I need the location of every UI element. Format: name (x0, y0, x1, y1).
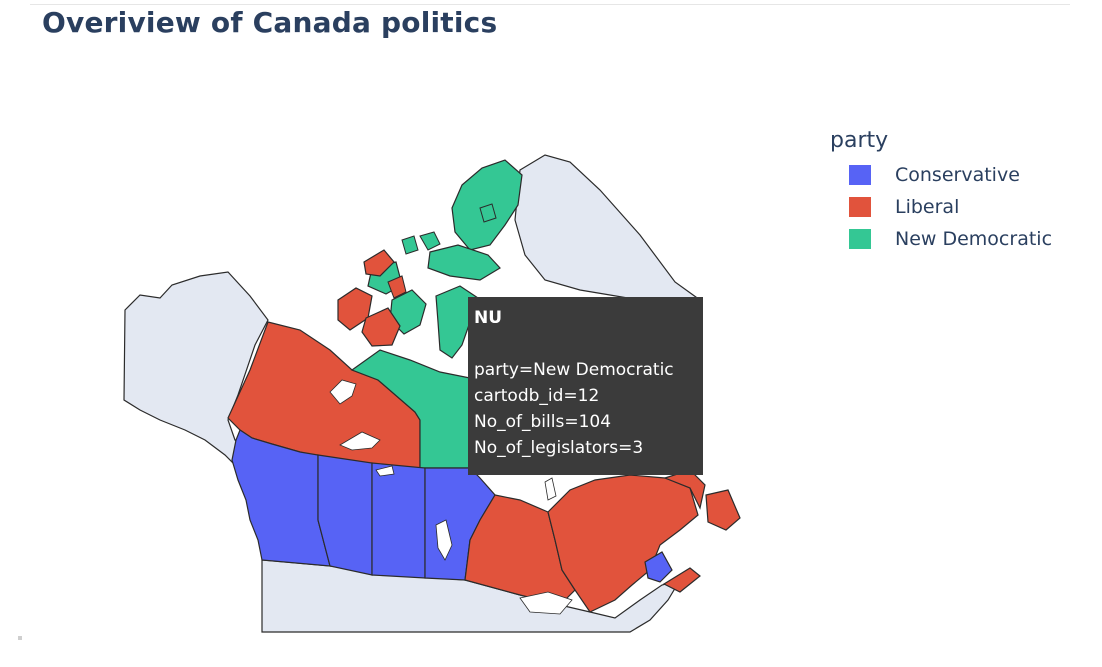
province-nl-island[interactable] (705, 489, 741, 531)
lake-winnipeg (435, 519, 453, 561)
great-bear-lake (329, 379, 357, 405)
province-ns[interactable] (662, 567, 701, 593)
nu-island-devon[interactable] (427, 244, 501, 281)
nu-island-small-1[interactable] (419, 231, 441, 251)
tooltip-line-bills: No_of_bills=104 (474, 412, 612, 432)
legend-label: Liberal (895, 196, 960, 218)
map-legend: party Conservative Liberal New Democrati… (830, 128, 1052, 255)
alaska-region (123, 271, 269, 471)
nu-island-baffin[interactable] (435, 285, 479, 359)
legend-item-liberal[interactable]: Liberal (830, 191, 1052, 223)
province-qc[interactable] (547, 474, 699, 613)
corner-mark (18, 636, 22, 640)
nt-island-melville[interactable] (363, 249, 395, 277)
legend-item-new-democratic[interactable]: New Democratic (830, 223, 1052, 255)
province-ab[interactable] (317, 454, 373, 576)
great-slave-lake (339, 431, 381, 451)
hover-tooltip: NU party=New Democratic cartodb_id=12 No… (468, 297, 703, 475)
tooltip-line-party: party=New Democratic (474, 360, 674, 380)
lake-athabasca (375, 465, 395, 477)
page-title: Overiview of Canada politics (42, 6, 498, 39)
legend-label: Conservative (895, 164, 1020, 186)
legend-swatch (849, 229, 871, 249)
province-sk[interactable] (371, 462, 426, 579)
hudson-bay-island (544, 477, 557, 501)
province-bc[interactable] (231, 429, 331, 567)
province-on[interactable] (464, 494, 576, 606)
legend-item-conservative[interactable]: Conservative (830, 159, 1052, 191)
nu-island-small-3[interactable] (479, 203, 497, 223)
nt-island-small[interactable] (387, 275, 407, 299)
great-lakes (519, 591, 573, 615)
greenland-region (514, 154, 701, 321)
province-nb[interactable] (644, 551, 673, 583)
legend-swatch (849, 165, 871, 185)
tooltip-line-legislators: No_of_legislators=3 (474, 438, 644, 458)
legend-swatch (849, 197, 871, 217)
nu-island-small-2[interactable] (401, 235, 419, 255)
nt-island-victoria[interactable] (361, 307, 401, 347)
legend-label: New Democratic (895, 228, 1053, 250)
tooltip-line-cartodb-id: cartodb_id=12 (474, 386, 600, 406)
top-divider (30, 4, 1070, 5)
tooltip-region-name: NU (474, 308, 503, 328)
nu-island-ellesmere[interactable] (451, 159, 523, 251)
tooltip-spacer (474, 331, 697, 357)
legend-title: party (830, 128, 889, 153)
